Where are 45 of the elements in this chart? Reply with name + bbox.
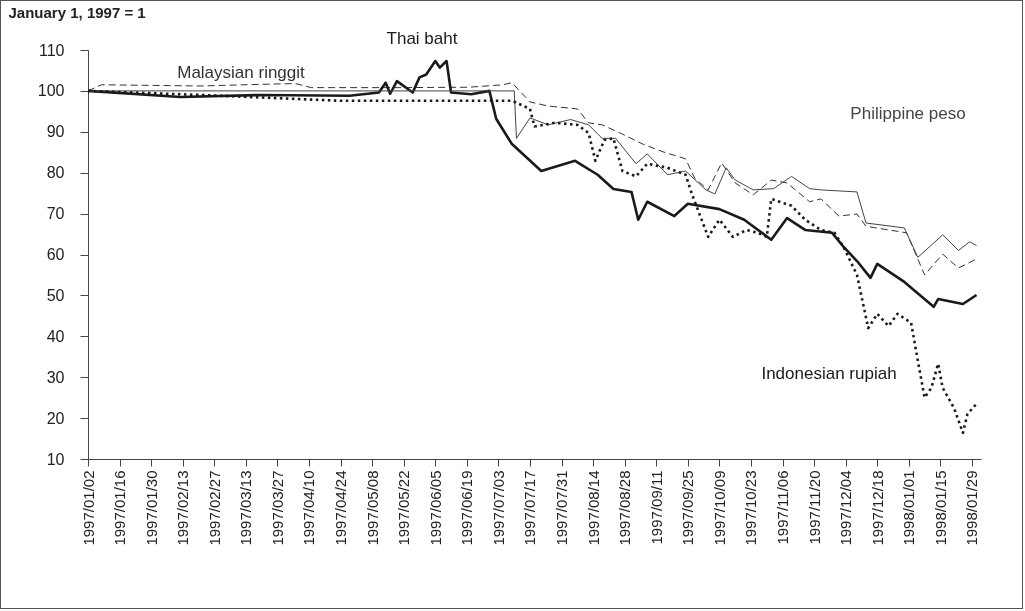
- x-tick-label: 1998/01/29: [963, 470, 981, 546]
- y-tick-label: 80: [46, 164, 65, 182]
- y-tick-label: 110: [38, 41, 65, 59]
- x-tick-label: 1997/07/03: [489, 470, 507, 546]
- x-tick-label: 1997/08/14: [584, 470, 602, 546]
- x-tick-label: 1997/03/13: [237, 470, 255, 546]
- series-label: Thai baht: [386, 29, 458, 48]
- x-tick-label: 1998/01/01: [900, 470, 918, 546]
- x-tick-label: 1997/12/04: [837, 470, 855, 546]
- x-tick-label: 1997/02/13: [174, 470, 192, 546]
- y-tick-label: 30: [46, 368, 65, 386]
- x-tick-label: 1997/08/28: [616, 470, 634, 546]
- x-tick-label: 1997/04/10: [300, 470, 318, 546]
- x-tick-label: 1997/06/05: [426, 470, 444, 546]
- x-tick-label: 1998/01/15: [931, 470, 949, 546]
- series-label: Malaysian ringgit: [177, 63, 306, 82]
- x-tick-label: 1997/03/27: [268, 470, 286, 546]
- y-axis-title: January 1, 1997 = 1: [8, 3, 146, 21]
- text: Philippine peso: [850, 104, 966, 123]
- y-tick-label: 70: [46, 205, 65, 223]
- y-tick-label: 40: [46, 327, 65, 345]
- x-tick-label: 1997/07/31: [553, 470, 571, 546]
- x-tick-label: 1997/07/17: [521, 470, 539, 546]
- x-tick-label: 1997/01/02: [79, 470, 97, 546]
- x-tick-label: 1997/01/16: [111, 470, 129, 546]
- x-tick-label: 1997/12/18: [868, 470, 886, 546]
- x-tick-label: 1997/10/09: [710, 470, 728, 546]
- series-label: Indonesian rupiah: [761, 364, 897, 383]
- x-tick-label: 1997/10/23: [742, 470, 760, 546]
- x-tick-label: 1997/02/27: [205, 470, 223, 546]
- x-tick-label: 1997/11/06: [774, 470, 792, 545]
- x-tick-label: 1997/05/22: [395, 470, 413, 546]
- y-tick-label: 20: [46, 409, 65, 427]
- y-tick-label: 50: [46, 286, 65, 304]
- y-tick-label: 90: [46, 123, 65, 141]
- y-tick-label: 10: [46, 450, 65, 468]
- x-tick-label: 1997/01/30: [142, 470, 160, 546]
- x-tick-label: 1997/06/19: [458, 470, 476, 546]
- x-tick-label: 1997/09/11: [647, 470, 665, 545]
- x-tick-label: 1997/05/08: [363, 470, 381, 546]
- x-tick-label: 1997/04/24: [332, 470, 350, 546]
- y-tick-label: 60: [46, 246, 65, 263]
- y-tick-label: 100: [37, 82, 65, 100]
- x-tick-label: 1997/11/20: [805, 470, 823, 545]
- x-tick-label: 1997/09/25: [679, 470, 697, 546]
